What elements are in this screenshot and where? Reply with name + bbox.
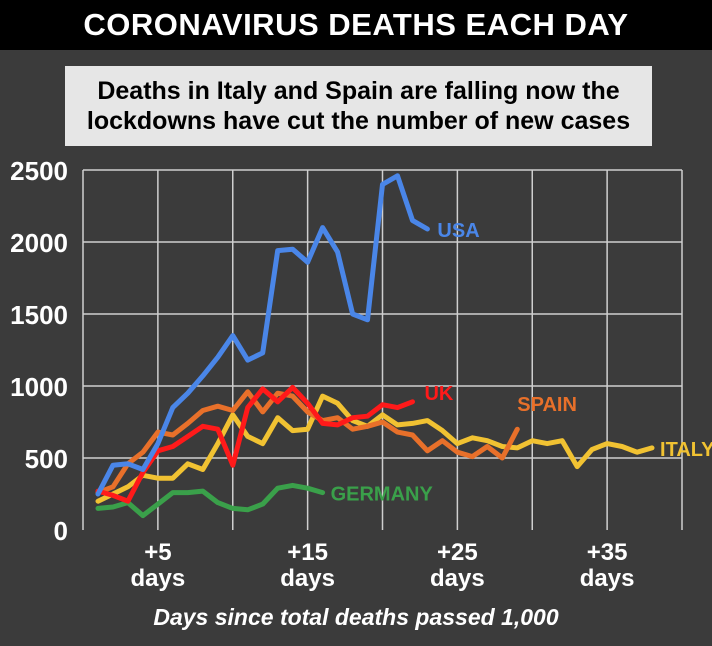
series-label-germany: GERMANY bbox=[331, 484, 434, 506]
x-tick-line2: days bbox=[580, 565, 635, 592]
series-line-uk bbox=[95, 384, 415, 504]
series-line-usa bbox=[95, 173, 430, 497]
x-tick-line1: +25 bbox=[437, 539, 478, 566]
x-tick-line1: +35 bbox=[587, 539, 628, 566]
series-label-usa: USA bbox=[437, 220, 479, 242]
grid-lines bbox=[82, 169, 683, 530]
series-label-spain: SPAIN bbox=[517, 394, 577, 416]
chart-subtitle: Deaths in Italy and Spain are falling no… bbox=[86, 77, 631, 135]
y-tick-labels: 0 500 1000 1500 2000 2500 bbox=[10, 156, 68, 546]
y-tick-label: 1500 bbox=[10, 300, 68, 330]
x-tick-line1: +15 bbox=[287, 539, 328, 566]
series-label-uk: UK bbox=[424, 383, 453, 405]
y-tick-label: 0 bbox=[54, 516, 68, 546]
series-line-germany bbox=[95, 482, 326, 519]
subtitle-box: Deaths in Italy and Spain are falling no… bbox=[65, 66, 652, 146]
y-tick-label: 2500 bbox=[10, 156, 68, 186]
series-line-spain bbox=[95, 389, 520, 496]
x-tick-line2: days bbox=[131, 565, 186, 592]
x-tick-line1: +5 bbox=[144, 539, 171, 566]
y-tick-label: 2000 bbox=[10, 228, 68, 258]
series-lines bbox=[95, 173, 655, 519]
y-tick-label: 1000 bbox=[10, 372, 68, 402]
title-bar bbox=[0, 0, 712, 50]
y-tick-label: 500 bbox=[25, 444, 68, 474]
x-tick-line2: days bbox=[430, 565, 485, 592]
series-line-italy bbox=[95, 393, 655, 504]
series-label-italy: ITALY bbox=[660, 439, 712, 461]
x-tick-line2: days bbox=[280, 565, 335, 592]
x-axis-label: Days since total deaths passed 1,000 bbox=[153, 604, 559, 630]
series-labels: ITALY SPAIN GERMANY UK USA bbox=[331, 220, 712, 506]
chart-title: CORONAVIRUS DEATHS EACH DAY bbox=[83, 7, 629, 42]
